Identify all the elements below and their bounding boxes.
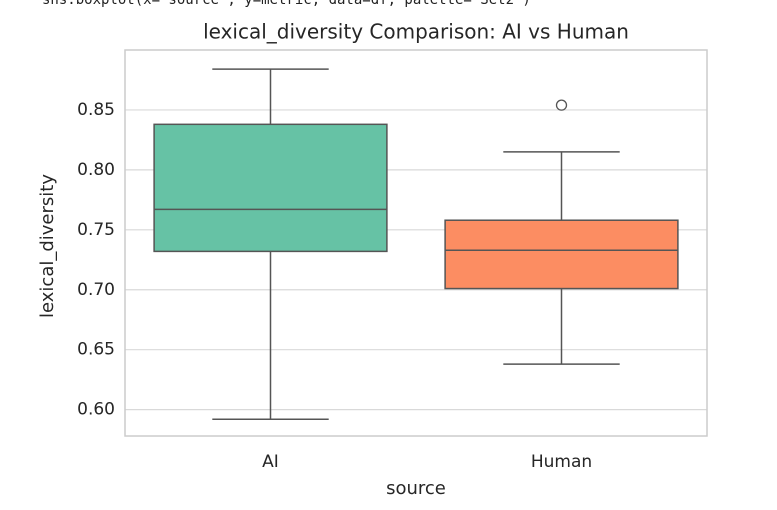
x-axis-label: source [386, 478, 446, 499]
box [153, 123, 388, 253]
y-tick-label: 0.80 [77, 160, 115, 180]
outlier [555, 99, 568, 111]
y-tick-label: 0.85 [77, 100, 115, 120]
code-line: sns.boxplot(x='source', y=metric, data=d… [42, 0, 531, 8]
x-tick-label: AI [262, 452, 279, 472]
y-axis-label: lexical_diversity [37, 174, 58, 318]
box [444, 219, 679, 290]
x-tick-label: Human [531, 452, 592, 472]
y-tick-label: 0.70 [77, 280, 115, 300]
y-tick-label: 0.65 [77, 340, 115, 360]
y-tick-label: 0.60 [77, 400, 115, 420]
plot-frame [124, 49, 708, 437]
y-tick-label: 0.75 [77, 220, 115, 240]
chart-title: lexical_diversity Comparison: AI vs Huma… [203, 20, 629, 44]
